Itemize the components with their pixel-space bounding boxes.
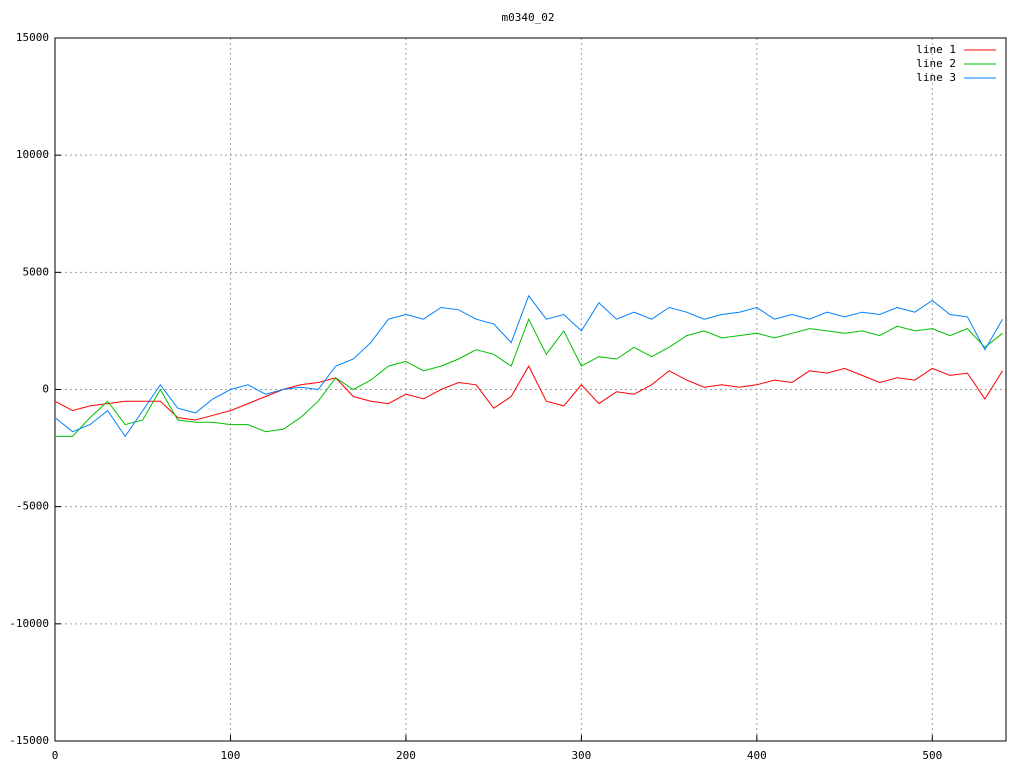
legend-label: line 3	[916, 71, 956, 84]
data-line	[54, 294, 1003, 438]
y-tick-label: 0	[42, 383, 49, 396]
x-tick-label: 400	[747, 749, 767, 762]
x-tick-label: 500	[922, 749, 942, 762]
data-line	[55, 317, 1003, 437]
plot-border	[54, 37, 1007, 742]
y-tick-label: 10000	[16, 148, 49, 161]
x-tick-label: 200	[396, 749, 416, 762]
y-tick-label: 15000	[16, 31, 49, 44]
x-tick-label: 300	[571, 749, 591, 762]
y-tick-label: -10000	[9, 617, 49, 630]
x-tick-label: 100	[221, 749, 241, 762]
y-tick-label: -5000	[16, 500, 49, 513]
data-line	[54, 365, 1003, 421]
chart-title: m0340_02	[502, 11, 555, 24]
legend-label: line 2	[916, 57, 956, 70]
legend-label: line 1	[916, 43, 956, 56]
x-tick-label: 0	[52, 749, 59, 762]
y-tick-label: -15000	[9, 734, 49, 747]
y-tick-label: 5000	[23, 265, 50, 278]
